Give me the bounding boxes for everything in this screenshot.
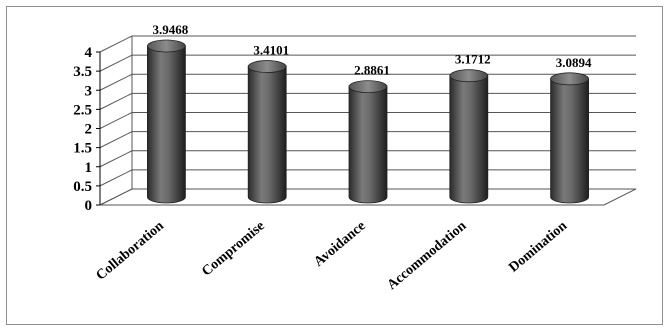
bar-top [449,69,489,83]
data-label: 3.4101 [253,43,289,58]
y-axis-ticks: 0 0.5 1 1.5 2 2.5 3 3.5 4 [73,45,101,214]
gridline-side [99,54,133,72]
data-labels: 3.9468 3.4101 2.8861 3.1712 3.0894 [153,22,592,78]
bar-body [449,75,489,204]
bar-compromise [247,60,287,204]
x-axis-labels: Collaboration Compromise Avoidance Accommod… [94,218,571,293]
floor [99,188,637,206]
y-tick-label: 0 [85,198,93,214]
gridline-side [99,92,133,110]
y-tick-label: 3 [85,83,93,99]
gridline-side [99,169,133,187]
data-label: 2.8861 [354,63,390,78]
data-label: 3.9468 [153,22,189,37]
data-label: 3.0894 [556,55,592,70]
bar-body [348,86,388,204]
chart-walls [99,36,637,206]
gridline-side [99,150,133,168]
y-tick-label: 0.5 [73,179,92,195]
y-tick-label: 1 [85,160,93,176]
x-category-label: Accommodation [385,218,470,293]
bar-top [247,60,287,73]
bar-top [146,39,186,53]
x-category-label: Avoidance [311,219,368,270]
y-tick-label: 2 [85,122,93,138]
bar-body [147,45,186,204]
y-tick-label: 2.5 [73,102,92,118]
gridline-side [99,131,133,149]
bar-domination [550,72,589,204]
bars [146,39,589,204]
bar-body [247,66,287,204]
bar-top [348,80,388,94]
data-label: 3.1712 [455,52,491,67]
bar-body [550,78,589,204]
y-tick-label: 3.5 [73,64,92,80]
bar-top [550,72,589,86]
x-category-label: Compromise [199,219,267,280]
gridline-side [99,35,133,53]
bar-accommodation [449,69,489,204]
x-category-label: Collaboration [94,218,168,283]
y-tick-label: 1.5 [73,141,92,157]
gridline-side [99,73,133,91]
y-tick-label: 4 [85,45,93,61]
x-category-label: Domination [506,218,570,275]
bar-collaboration [146,39,186,204]
gridline-side [99,112,133,129]
bar-avoidance [348,80,388,204]
